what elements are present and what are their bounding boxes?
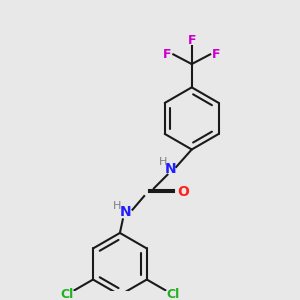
Text: F: F	[188, 34, 196, 47]
Text: F: F	[163, 48, 172, 61]
Text: H: H	[158, 157, 167, 167]
Text: N: N	[120, 205, 131, 219]
Text: N: N	[165, 162, 176, 176]
Text: Cl: Cl	[60, 288, 74, 300]
Text: F: F	[212, 48, 220, 61]
Text: H: H	[113, 201, 121, 211]
Text: O: O	[177, 185, 189, 199]
Text: Cl: Cl	[167, 288, 180, 300]
